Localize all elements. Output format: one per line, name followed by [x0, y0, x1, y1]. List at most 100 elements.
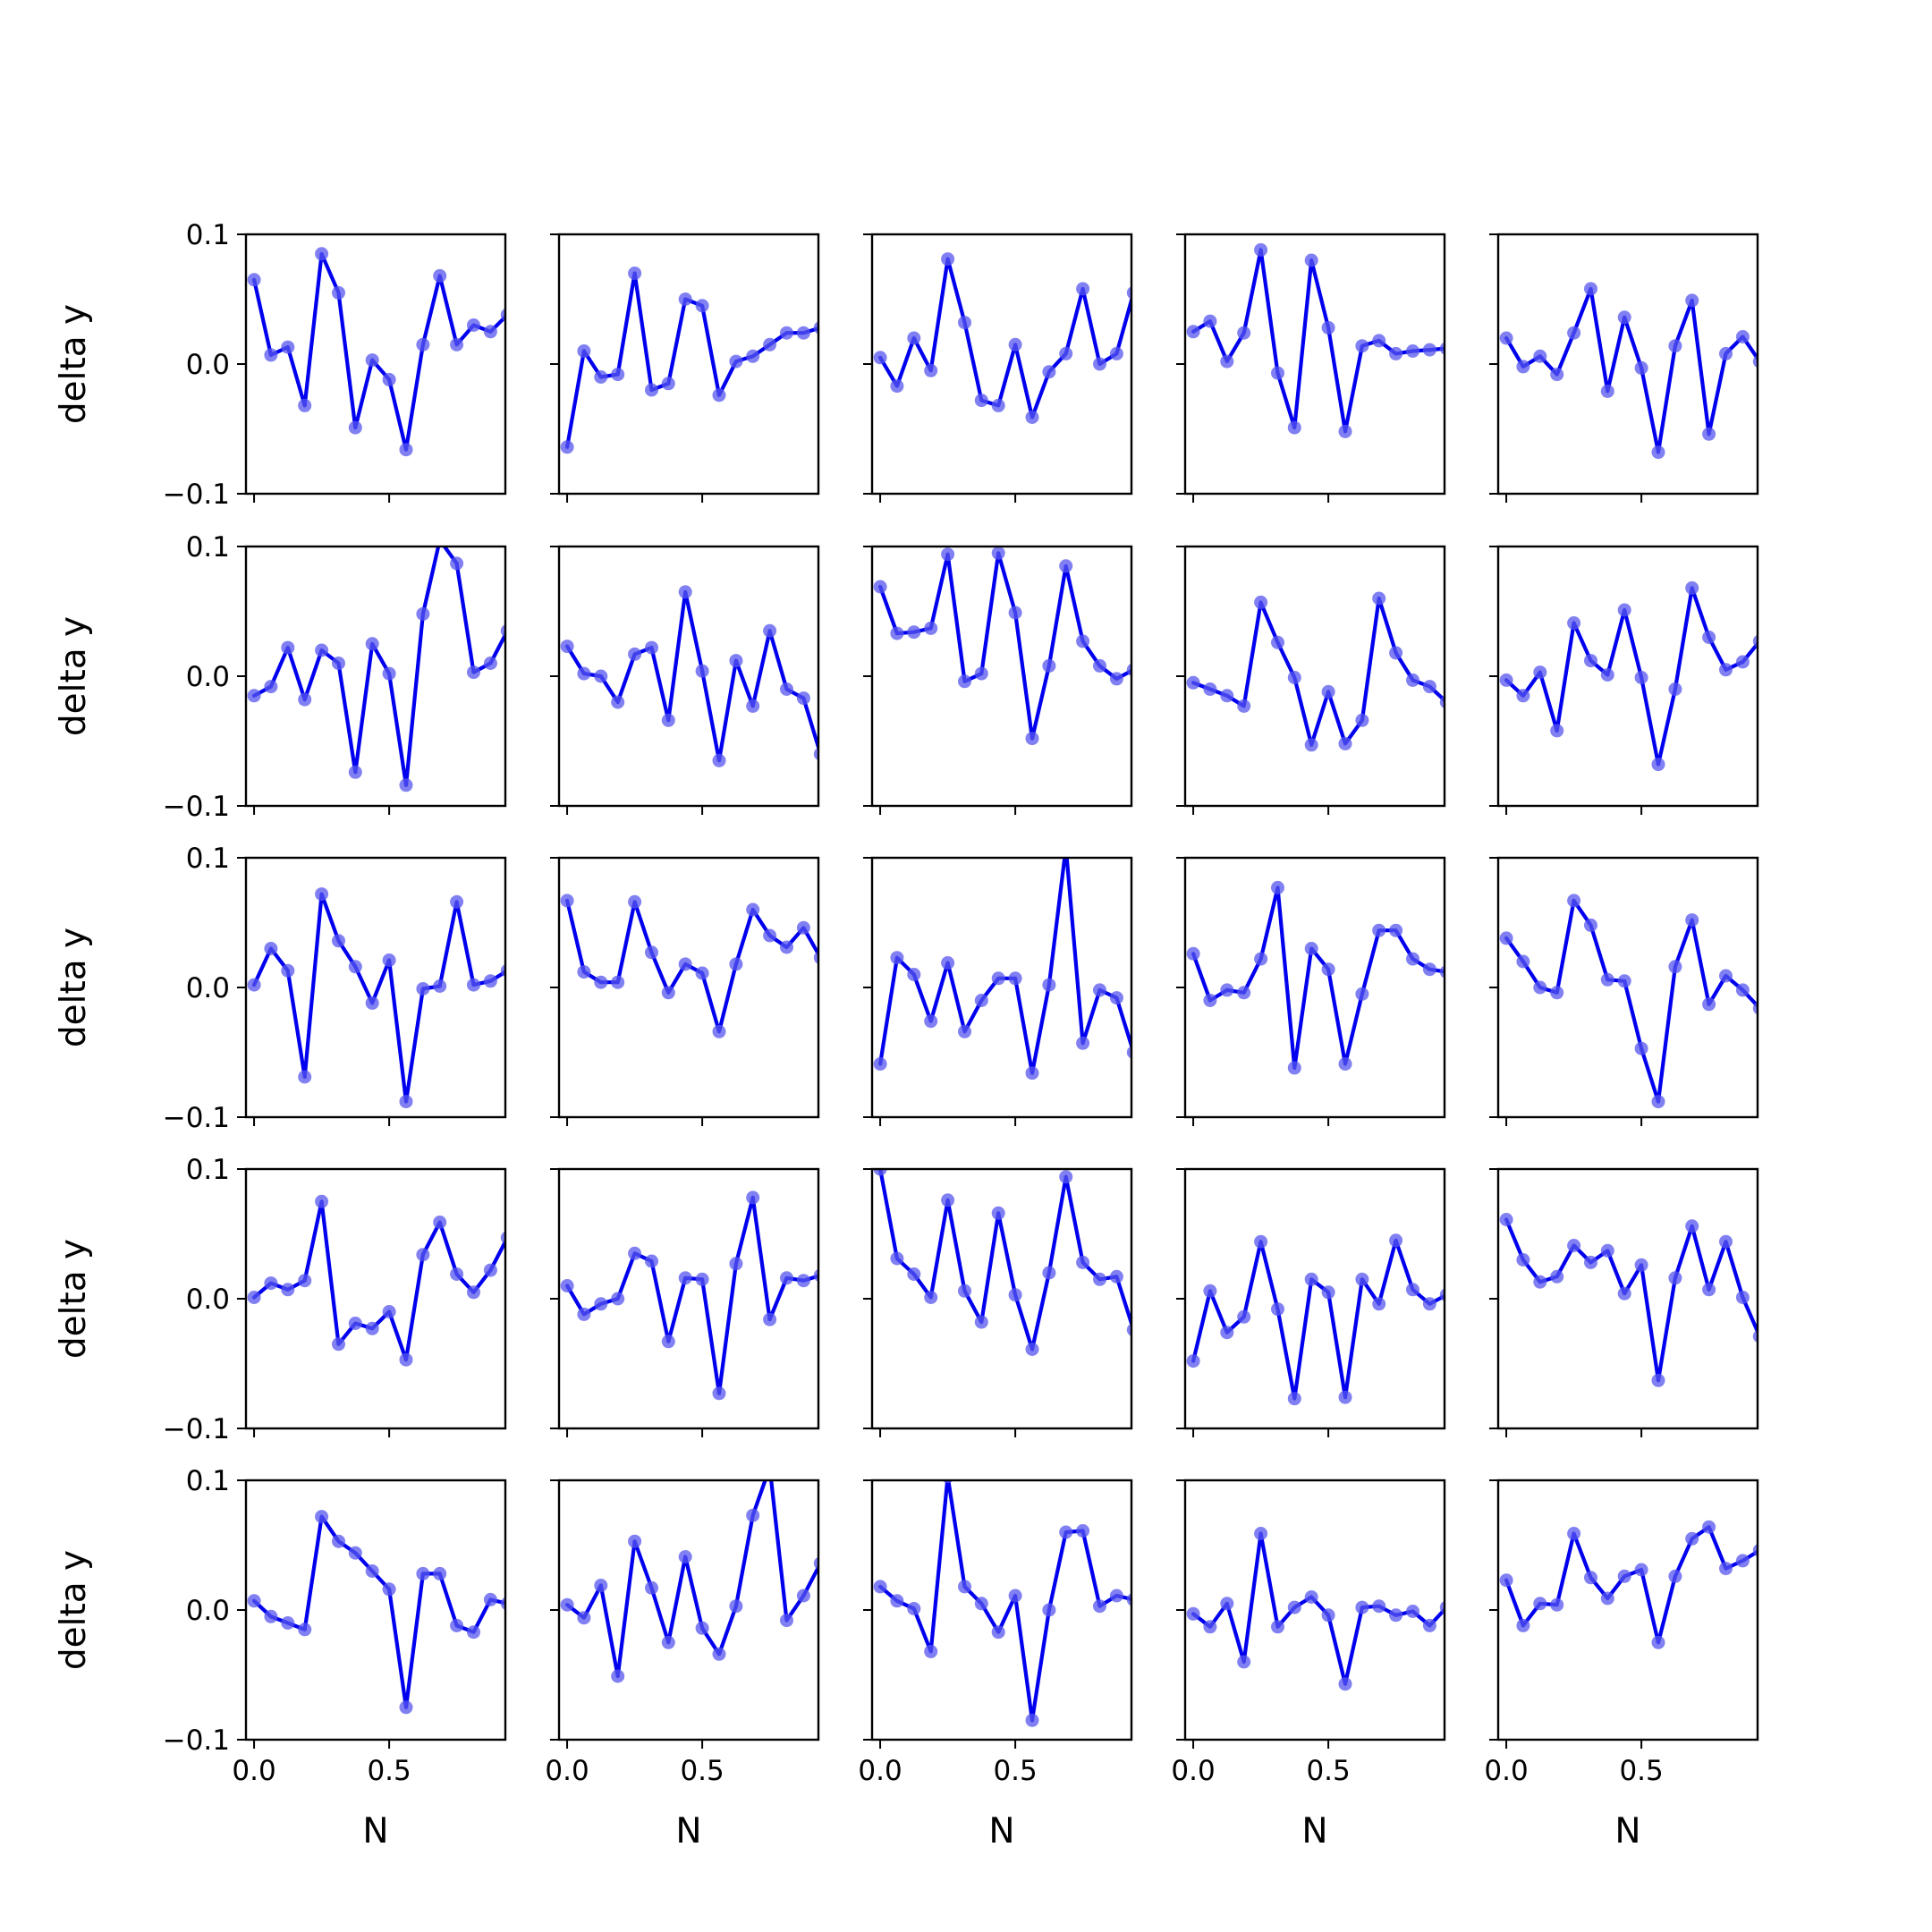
panel-r2-c4 [1176, 545, 1446, 815]
x-axis-label: N [362, 1811, 388, 1852]
data-point [873, 351, 887, 365]
panel-r2-c5 [1489, 545, 1759, 815]
data-point [1042, 978, 1056, 992]
data-point [645, 1580, 658, 1595]
data-point [974, 666, 988, 681]
data-point [712, 388, 726, 402]
data-point [1220, 983, 1234, 997]
panel-plot-area [1499, 1213, 1758, 1387]
data-point [1355, 713, 1369, 727]
data-point [1372, 591, 1386, 606]
data-point [1685, 1219, 1699, 1233]
series-line [1191, 248, 1445, 434]
data-point [433, 533, 446, 547]
panel-plot-area [1499, 282, 1758, 460]
x-tick-label: 0.0 [545, 1755, 589, 1787]
panel-r3-c4 [1176, 856, 1446, 1126]
data-point [382, 666, 396, 681]
data-point [500, 1597, 505, 1610]
data-point [467, 1285, 480, 1300]
panel-plot-area [560, 1480, 818, 1683]
data-point [416, 982, 430, 996]
data-point [577, 1307, 591, 1321]
data-point [382, 372, 396, 386]
data-point [1634, 360, 1648, 375]
data-point [1439, 1288, 1445, 1301]
data-point [1685, 580, 1699, 595]
y-tick-label: 0.0 [186, 349, 230, 381]
data-point [399, 1700, 413, 1715]
axes-frame [870, 856, 1133, 1119]
panel-r1-c2 [550, 233, 820, 503]
panel-plot-area [1186, 242, 1445, 438]
data-point [729, 957, 743, 971]
data-point [873, 580, 887, 594]
data-point [1109, 1269, 1123, 1284]
axes-frame [244, 1167, 507, 1430]
data-point [1752, 354, 1758, 369]
panel-plot-area [873, 547, 1131, 746]
data-point [1499, 331, 1513, 345]
data-point [298, 398, 312, 412]
data-point [1600, 668, 1614, 682]
data-point [1584, 1571, 1597, 1585]
data-point [907, 1267, 921, 1281]
data-point [1499, 1573, 1513, 1588]
data-point [958, 674, 971, 689]
data-point [1752, 1544, 1758, 1557]
data-point [974, 994, 988, 1007]
panel-r3-c5 [1489, 856, 1759, 1126]
y-tick-label: −0.1 [163, 479, 230, 511]
data-point [678, 1550, 692, 1563]
data-point [1304, 1590, 1318, 1604]
data-point [500, 964, 505, 978]
x-tick-label: 0.5 [993, 1755, 1037, 1787]
data-point [1321, 320, 1335, 335]
data-point [594, 669, 608, 683]
data-point [712, 1647, 726, 1661]
y-tick-label: 0.1 [186, 1465, 230, 1497]
panel-plot-area [873, 1169, 1131, 1356]
data-point [1389, 923, 1403, 937]
data-point [264, 1276, 278, 1291]
panel-plot-area [560, 585, 818, 767]
y-tick-label: −0.1 [163, 1102, 230, 1134]
data-point [1008, 1288, 1022, 1302]
data-point [315, 247, 329, 261]
data-point [661, 713, 675, 727]
data-point [1406, 673, 1419, 687]
data-point [1186, 946, 1200, 961]
data-point [281, 340, 295, 354]
data-point [577, 1611, 591, 1625]
data-point [1516, 689, 1530, 703]
data-point [695, 1272, 709, 1286]
panel-r4-c1: −0.1 0.0 0.1 delta y [54, 1154, 507, 1445]
axes-frame [244, 1479, 507, 1741]
y-tick-label: 0.0 [186, 1284, 230, 1316]
data-point [1203, 994, 1217, 1007]
data-point [315, 1194, 329, 1208]
data-point [780, 682, 793, 696]
axes-frame [557, 233, 820, 496]
data-point [645, 383, 658, 397]
data-point [1093, 658, 1106, 673]
series-line [877, 1480, 1131, 1723]
data-point [365, 1321, 379, 1335]
panel-r5-c5: 0.0 0.5 N [1484, 1479, 1759, 1852]
data-point [1439, 695, 1445, 709]
panel-plot-area [1186, 1233, 1445, 1406]
data-point [1422, 1297, 1436, 1311]
data-point [500, 1231, 505, 1244]
data-point [315, 1510, 329, 1524]
data-point [1186, 1606, 1200, 1621]
panel-plot-area [560, 267, 818, 454]
data-point [695, 966, 709, 980]
panel-plot-area [1499, 1520, 1758, 1649]
data-point [1550, 986, 1564, 1000]
data-point [1600, 384, 1614, 398]
panel-plot-area [1499, 580, 1758, 772]
data-point [1203, 314, 1217, 328]
data-point [1355, 1600, 1369, 1614]
data-point [1685, 913, 1699, 928]
data-point [298, 1623, 312, 1637]
